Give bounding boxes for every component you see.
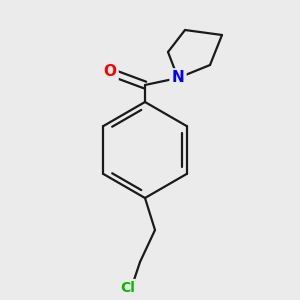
Text: N: N — [172, 70, 184, 86]
Text: Cl: Cl — [121, 281, 135, 295]
Text: O: O — [103, 64, 116, 80]
